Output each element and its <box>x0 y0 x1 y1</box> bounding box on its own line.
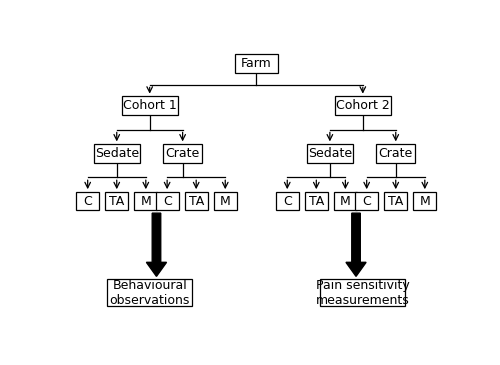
FancyBboxPatch shape <box>304 192 328 210</box>
FancyBboxPatch shape <box>122 96 178 115</box>
Text: M: M <box>140 195 151 208</box>
FancyBboxPatch shape <box>235 54 278 73</box>
Text: Cohort 2: Cohort 2 <box>336 99 390 112</box>
Text: M: M <box>220 195 230 208</box>
FancyBboxPatch shape <box>276 192 299 210</box>
Text: TA: TA <box>308 195 324 208</box>
FancyBboxPatch shape <box>156 192 179 210</box>
FancyBboxPatch shape <box>134 192 158 210</box>
Text: C: C <box>362 195 371 208</box>
FancyBboxPatch shape <box>306 144 353 162</box>
FancyBboxPatch shape <box>376 144 415 162</box>
Text: Sedate: Sedate <box>94 147 139 160</box>
Polygon shape <box>346 213 366 276</box>
FancyBboxPatch shape <box>163 144 202 162</box>
FancyBboxPatch shape <box>384 192 407 210</box>
Text: Crate: Crate <box>378 147 413 160</box>
FancyBboxPatch shape <box>334 192 357 210</box>
FancyBboxPatch shape <box>105 192 128 210</box>
FancyBboxPatch shape <box>184 192 208 210</box>
Text: Crate: Crate <box>166 147 200 160</box>
Text: Cohort 1: Cohort 1 <box>123 99 176 112</box>
FancyBboxPatch shape <box>413 192 436 210</box>
Text: TA: TA <box>388 195 404 208</box>
FancyBboxPatch shape <box>94 144 140 162</box>
Text: TA: TA <box>109 195 124 208</box>
FancyBboxPatch shape <box>320 279 406 306</box>
FancyBboxPatch shape <box>107 279 192 306</box>
FancyBboxPatch shape <box>355 192 378 210</box>
Text: Behavioural
observations: Behavioural observations <box>110 278 190 307</box>
Text: Sedate: Sedate <box>308 147 352 160</box>
Text: C: C <box>163 195 172 208</box>
FancyBboxPatch shape <box>76 192 100 210</box>
Polygon shape <box>146 213 167 276</box>
Text: C: C <box>84 195 92 208</box>
Text: TA: TA <box>188 195 204 208</box>
FancyBboxPatch shape <box>334 96 391 115</box>
Text: Farm: Farm <box>241 57 272 70</box>
Text: M: M <box>340 195 351 208</box>
Text: M: M <box>420 195 430 208</box>
Text: Pain sensitivity
measurements: Pain sensitivity measurements <box>316 278 410 307</box>
FancyBboxPatch shape <box>214 192 237 210</box>
Text: C: C <box>283 195 292 208</box>
